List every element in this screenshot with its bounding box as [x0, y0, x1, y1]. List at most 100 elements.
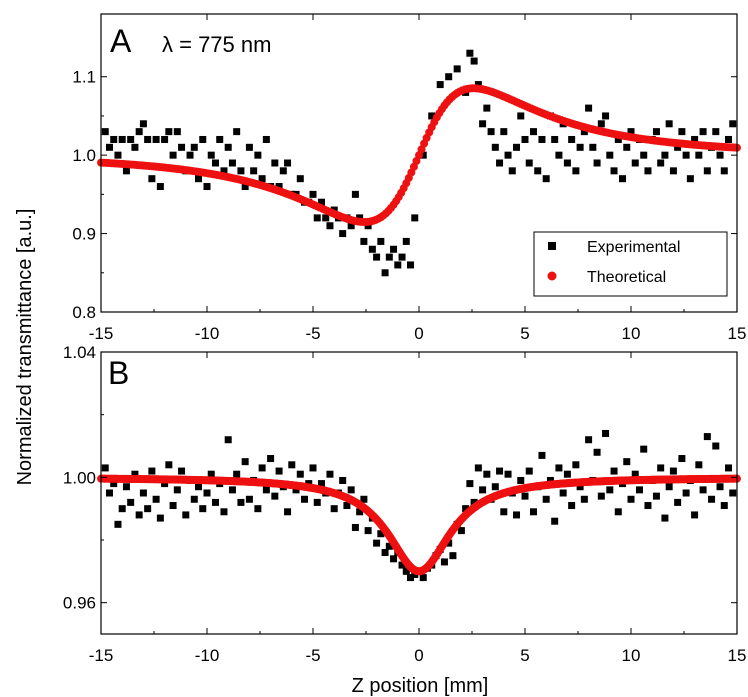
data-point-experimental — [309, 190, 317, 198]
data-point-experimental — [373, 253, 381, 261]
data-point-experimental — [122, 167, 130, 175]
data-point-experimental — [317, 198, 325, 206]
data-point-experimental — [161, 135, 169, 143]
data-point-experimental — [563, 470, 571, 478]
data-point-experimental — [407, 261, 415, 269]
data-point-experimental — [135, 128, 143, 136]
data-point-experimental — [606, 486, 614, 494]
data-point-experimental — [546, 476, 554, 484]
data-point-experimental — [262, 135, 270, 143]
data-point-experimental — [122, 483, 130, 491]
data-point-experimental — [169, 502, 177, 510]
data-point-experimental — [279, 167, 287, 175]
data-point-experimental — [513, 143, 521, 151]
data-point-experimental — [373, 539, 381, 547]
data-point-experimental — [729, 120, 737, 128]
data-point-experimental — [585, 104, 593, 112]
data-point-experimental — [385, 253, 393, 261]
data-point-experimental — [529, 128, 537, 136]
data-point-experimental — [258, 464, 266, 472]
data-point-experimental — [602, 112, 610, 120]
y-tick-label: 1.1 — [72, 68, 96, 87]
panel-b-label: B — [108, 355, 129, 391]
data-point-experimental — [635, 486, 643, 494]
data-point-experimental — [551, 517, 559, 525]
panel-b-plot-area — [97, 429, 741, 582]
data-point-experimental — [631, 470, 639, 478]
data-point-experimental — [220, 167, 228, 175]
legend-label-experimental: Experimental — [587, 239, 680, 256]
data-point-experimental — [466, 49, 474, 57]
panel-b: -15 -10 -5 0 5 10 15 0.96 1.00 1.04 B — [63, 343, 747, 665]
data-point-experimental — [339, 476, 347, 484]
data-point-experimental — [101, 128, 109, 136]
data-point-experimental — [161, 480, 169, 488]
data-point-experimental — [364, 527, 372, 535]
data-point-experimental — [682, 151, 690, 159]
data-point-experimental — [674, 143, 682, 151]
data-point-experimental — [377, 237, 385, 245]
data-point-experimental — [203, 489, 211, 497]
data-point-experimental — [190, 143, 198, 151]
data-point-experimental — [716, 151, 724, 159]
data-point-experimental — [623, 458, 631, 466]
data-point-experimental — [487, 128, 495, 136]
y-axis-title: Normalized transmittance [a.u.] — [14, 209, 36, 486]
data-point-experimental — [131, 470, 139, 478]
x-tick-label: -10 — [195, 324, 220, 343]
data-point-experimental — [576, 483, 584, 491]
data-point-experimental — [593, 448, 601, 456]
data-point-experimental — [156, 183, 164, 191]
data-point-experimental — [381, 549, 389, 557]
panel-b-y-axis: 0.96 1.00 1.04 — [63, 343, 737, 613]
x-tick-label: 10 — [622, 324, 641, 343]
data-point-experimental — [169, 151, 177, 159]
data-point-experimental — [521, 492, 529, 500]
y-tick-label: 0.96 — [63, 594, 96, 613]
data-point-experimental — [165, 128, 173, 136]
data-point-experimental — [118, 135, 126, 143]
data-point-experimental — [326, 222, 334, 230]
data-point-experimental — [173, 128, 181, 136]
data-point-experimental — [317, 480, 325, 488]
data-point-experimental — [224, 436, 232, 444]
data-point-experimental — [525, 467, 533, 475]
data-point-experimental — [580, 495, 588, 503]
x-tick-label: -5 — [305, 646, 320, 665]
data-point-experimental — [674, 498, 682, 506]
data-point-experimental — [479, 120, 487, 128]
data-point-experimental — [551, 135, 559, 143]
x-tick-label: -15 — [89, 646, 114, 665]
y-tick-label: 1.00 — [63, 468, 96, 487]
data-point-experimental — [144, 505, 152, 513]
data-point-experimental — [228, 159, 236, 167]
data-point-experimental — [271, 492, 279, 500]
data-point-experimental — [457, 527, 465, 535]
data-point-experimental — [178, 467, 186, 475]
panel-a: -15 -10 -5 0 5 10 15 0.8 0.9 1.0 1.1 A λ = 775 nm… — [72, 13, 746, 343]
data-point-experimental — [644, 167, 652, 175]
data-point-experimental — [500, 128, 508, 136]
data-point-experimental — [127, 498, 135, 506]
data-point-experimental — [513, 511, 521, 519]
data-point-experimental — [351, 523, 359, 531]
data-point-experimental — [716, 483, 724, 491]
data-point-experimental — [195, 483, 203, 491]
data-point-experimental — [360, 237, 368, 245]
data-point-experimental — [326, 470, 334, 478]
data-point-experimental — [466, 480, 474, 488]
data-point-experimental — [720, 502, 728, 510]
data-point-experimental — [623, 143, 631, 151]
data-point-experimental — [644, 502, 652, 510]
data-point-experimental — [496, 467, 504, 475]
panel-a-series-experimental — [101, 49, 737, 277]
y-tick-label: 1.04 — [63, 343, 96, 362]
data-point-experimental — [156, 514, 164, 522]
data-point-experimental — [267, 455, 275, 463]
data-point-experimental — [534, 167, 542, 175]
data-point-experimental — [483, 470, 491, 478]
data-point-experimental — [585, 436, 593, 444]
data-point-experimental — [233, 128, 241, 136]
data-point-experimental — [377, 530, 385, 538]
